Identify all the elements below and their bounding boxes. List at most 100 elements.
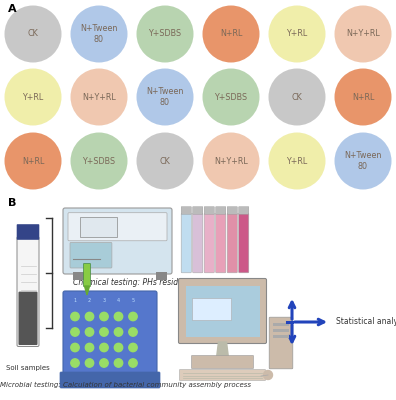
FancyBboxPatch shape bbox=[192, 356, 253, 368]
FancyBboxPatch shape bbox=[273, 335, 289, 338]
Circle shape bbox=[202, 132, 259, 190]
Circle shape bbox=[114, 343, 123, 352]
FancyBboxPatch shape bbox=[80, 217, 117, 236]
FancyBboxPatch shape bbox=[273, 323, 289, 326]
FancyBboxPatch shape bbox=[239, 213, 249, 273]
FancyBboxPatch shape bbox=[192, 298, 230, 320]
Text: Y+SDBS: Y+SDBS bbox=[82, 156, 116, 166]
Text: CK: CK bbox=[28, 30, 38, 38]
Text: CK: CK bbox=[160, 156, 170, 166]
Text: Microbial testing: Calculation of bacterial community assembly process: Microbial testing: Calculation of bacter… bbox=[0, 382, 251, 388]
Circle shape bbox=[71, 328, 79, 336]
Circle shape bbox=[70, 6, 128, 62]
FancyBboxPatch shape bbox=[185, 286, 259, 336]
FancyBboxPatch shape bbox=[181, 207, 191, 214]
Text: B: B bbox=[8, 198, 16, 208]
Circle shape bbox=[202, 6, 259, 62]
Circle shape bbox=[335, 132, 392, 190]
FancyBboxPatch shape bbox=[179, 370, 265, 380]
Circle shape bbox=[71, 343, 79, 352]
Text: Statistical analysis: Statistical analysis bbox=[336, 318, 396, 326]
Text: Soil samples: Soil samples bbox=[6, 365, 50, 371]
Text: N+RL: N+RL bbox=[352, 92, 374, 102]
Circle shape bbox=[4, 68, 61, 126]
Circle shape bbox=[137, 6, 194, 62]
Text: N+Tween
80: N+Tween 80 bbox=[146, 87, 184, 107]
Circle shape bbox=[4, 132, 61, 190]
FancyBboxPatch shape bbox=[63, 208, 172, 274]
FancyBboxPatch shape bbox=[156, 272, 166, 280]
Text: N+Y+RL: N+Y+RL bbox=[346, 30, 380, 38]
Circle shape bbox=[137, 68, 194, 126]
Text: 5: 5 bbox=[131, 298, 135, 303]
Text: 4: 4 bbox=[117, 298, 120, 303]
Circle shape bbox=[129, 328, 137, 336]
FancyBboxPatch shape bbox=[181, 213, 191, 273]
Text: Y+SDBS: Y+SDBS bbox=[215, 92, 248, 102]
FancyBboxPatch shape bbox=[179, 278, 267, 344]
FancyBboxPatch shape bbox=[193, 207, 203, 214]
FancyBboxPatch shape bbox=[17, 236, 39, 346]
FancyBboxPatch shape bbox=[193, 213, 203, 273]
FancyBboxPatch shape bbox=[60, 372, 160, 388]
Circle shape bbox=[71, 359, 79, 367]
Text: N+Tween
80: N+Tween 80 bbox=[80, 24, 118, 44]
FancyBboxPatch shape bbox=[204, 207, 214, 214]
Text: A: A bbox=[8, 4, 17, 14]
FancyBboxPatch shape bbox=[72, 272, 84, 280]
Polygon shape bbox=[84, 286, 89, 295]
Circle shape bbox=[268, 132, 326, 190]
Circle shape bbox=[70, 68, 128, 126]
FancyBboxPatch shape bbox=[70, 242, 112, 268]
Circle shape bbox=[335, 68, 392, 126]
Circle shape bbox=[268, 68, 326, 126]
FancyBboxPatch shape bbox=[204, 213, 214, 273]
Circle shape bbox=[129, 312, 137, 321]
Text: N+RL: N+RL bbox=[220, 30, 242, 38]
Text: N+Y+RL: N+Y+RL bbox=[82, 92, 116, 102]
Text: N+Y+RL: N+Y+RL bbox=[214, 156, 248, 166]
Circle shape bbox=[268, 6, 326, 62]
Circle shape bbox=[129, 343, 137, 352]
Text: Y+RL: Y+RL bbox=[286, 156, 308, 166]
Text: N+RL: N+RL bbox=[22, 156, 44, 166]
Circle shape bbox=[100, 359, 108, 367]
FancyBboxPatch shape bbox=[273, 329, 289, 332]
FancyBboxPatch shape bbox=[227, 213, 237, 273]
Circle shape bbox=[85, 312, 94, 321]
Circle shape bbox=[100, 343, 108, 352]
FancyBboxPatch shape bbox=[269, 317, 293, 369]
FancyBboxPatch shape bbox=[19, 292, 38, 345]
Circle shape bbox=[100, 328, 108, 336]
Circle shape bbox=[71, 312, 79, 321]
Circle shape bbox=[100, 312, 108, 321]
Text: Y+SDBS: Y+SDBS bbox=[148, 30, 181, 38]
FancyBboxPatch shape bbox=[216, 207, 226, 214]
Circle shape bbox=[70, 132, 128, 190]
Circle shape bbox=[129, 359, 137, 367]
FancyBboxPatch shape bbox=[17, 224, 39, 240]
Circle shape bbox=[85, 359, 94, 367]
FancyBboxPatch shape bbox=[216, 213, 226, 273]
Text: Y+RL: Y+RL bbox=[286, 30, 308, 38]
FancyBboxPatch shape bbox=[63, 291, 157, 377]
FancyBboxPatch shape bbox=[239, 207, 249, 214]
Text: Y+RL: Y+RL bbox=[23, 92, 44, 102]
Text: N+Tween
80: N+Tween 80 bbox=[344, 151, 382, 171]
Circle shape bbox=[114, 359, 123, 367]
Text: CK: CK bbox=[291, 92, 303, 102]
Text: 2: 2 bbox=[88, 298, 91, 303]
Text: 1: 1 bbox=[73, 298, 76, 303]
Circle shape bbox=[114, 312, 123, 321]
Circle shape bbox=[114, 328, 123, 336]
FancyBboxPatch shape bbox=[84, 264, 91, 286]
Circle shape bbox=[4, 6, 61, 62]
Circle shape bbox=[263, 370, 272, 380]
Circle shape bbox=[85, 343, 94, 352]
FancyBboxPatch shape bbox=[68, 213, 167, 241]
Circle shape bbox=[85, 328, 94, 336]
Text: Chemical testing: PHs residue: Chemical testing: PHs residue bbox=[72, 278, 187, 287]
Text: 3: 3 bbox=[103, 298, 106, 303]
Circle shape bbox=[137, 132, 194, 190]
FancyBboxPatch shape bbox=[227, 207, 237, 214]
